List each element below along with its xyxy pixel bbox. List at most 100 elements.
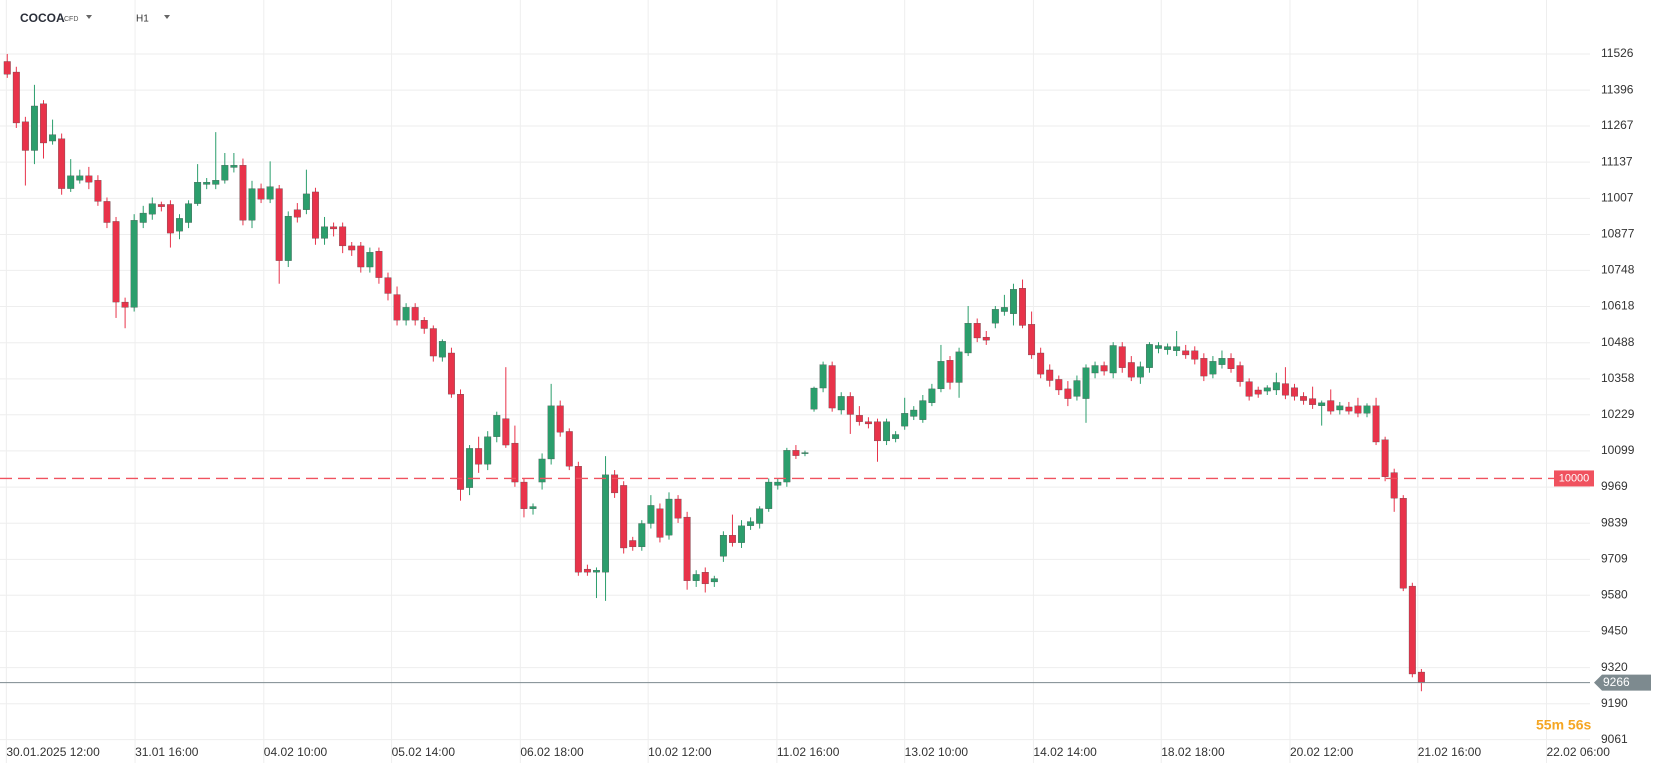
candle-body <box>647 505 655 524</box>
candle-body <box>112 221 120 303</box>
candle-body <box>1191 350 1199 360</box>
candle-body <box>1318 402 1326 406</box>
y-tick-label: 10877 <box>1601 227 1635 241</box>
candle-body <box>883 421 891 442</box>
candle-body <box>321 226 328 239</box>
candle-body <box>765 481 773 509</box>
x-tick-label: 13.02 10:00 <box>905 745 969 759</box>
y-tick-label: 10488 <box>1601 335 1635 349</box>
candle-body <box>1164 346 1172 350</box>
candle-body <box>1300 396 1307 401</box>
candle-body <box>511 442 519 483</box>
candle-body <box>1136 366 1144 378</box>
price-level-label: 10000 <box>1559 472 1590 484</box>
candle-body <box>1363 405 1371 414</box>
candle-body <box>1000 307 1008 312</box>
candle-body <box>1245 381 1253 397</box>
candle-body <box>339 226 347 247</box>
candle-body <box>176 218 183 232</box>
candle-body <box>629 540 637 548</box>
candle-body <box>719 535 727 557</box>
candle-body <box>756 508 764 524</box>
candle-body <box>139 212 147 223</box>
candle-body <box>964 323 972 354</box>
candle-body <box>547 405 555 460</box>
candle-body <box>284 215 292 261</box>
candle-body <box>565 431 573 467</box>
y-tick-label: 9969 <box>1601 479 1628 493</box>
candle-body <box>529 506 537 509</box>
candle-body <box>1218 358 1226 365</box>
x-tick-label: 21.02 16:00 <box>1418 745 1482 759</box>
interval: H1 <box>136 14 149 25</box>
candle-body <box>30 105 38 151</box>
candle-body <box>40 103 47 144</box>
candle-body <box>221 165 229 181</box>
candle-body <box>593 570 600 573</box>
candle-body <box>1064 388 1072 399</box>
y-tick-label: 10618 <box>1601 299 1635 313</box>
candle-body <box>185 203 193 223</box>
x-tick-label: 11.02 16:00 <box>777 745 840 759</box>
candle-body <box>384 277 392 294</box>
x-tick-label: 05.02 14:00 <box>392 745 456 759</box>
candle-body <box>955 351 963 383</box>
last-price-label: 9266 <box>1603 675 1630 689</box>
candle-body <box>1336 405 1344 411</box>
candle-body <box>801 452 809 454</box>
x-tick-label: 06.02 18:00 <box>520 745 584 759</box>
candle-body <box>1417 671 1425 683</box>
candle-body <box>275 188 283 261</box>
candle-body <box>828 365 836 409</box>
candle-body <box>466 448 474 488</box>
candle-body <box>484 436 492 465</box>
candle-body <box>747 521 755 526</box>
candle-body <box>556 405 564 433</box>
candle-body <box>166 204 174 234</box>
candle-body <box>774 481 782 486</box>
candle-body <box>1155 345 1162 349</box>
y-tick-label: 9190 <box>1601 696 1628 710</box>
y-tick-label: 9709 <box>1601 552 1628 566</box>
candle-body <box>1381 439 1389 477</box>
y-tick-label: 11526 <box>1601 46 1634 60</box>
x-tick-label: 31.01 16:00 <box>135 745 199 759</box>
candle-body <box>1028 324 1036 356</box>
candle-body <box>21 121 29 151</box>
candle-body <box>293 209 301 218</box>
candle-body <box>1272 382 1280 391</box>
candle-body <box>620 485 628 549</box>
y-tick-label: 9320 <box>1601 660 1628 674</box>
x-tick-label: 20.02 12:00 <box>1290 745 1354 759</box>
interval-dropdown[interactable] <box>164 15 170 19</box>
candle-body <box>194 182 202 204</box>
candle-body <box>257 188 265 200</box>
candle-body <box>928 388 936 403</box>
candle-body <box>1254 389 1262 395</box>
candle-body <box>212 180 220 185</box>
candle-body <box>1236 365 1244 382</box>
symbol-dropdown[interactable] <box>86 15 92 19</box>
candle-body <box>792 450 800 456</box>
candle-body <box>1010 289 1017 314</box>
y-tick-label: 10748 <box>1601 263 1635 277</box>
grid <box>0 0 1590 763</box>
candle-body <box>1372 405 1380 443</box>
y-tick-label: 11396 <box>1601 82 1634 96</box>
candle-body <box>1209 361 1217 375</box>
candle-body <box>302 193 310 210</box>
candle-body <box>683 516 691 581</box>
candle-body <box>157 204 165 207</box>
candle-body <box>348 245 356 251</box>
candle-body <box>475 448 483 465</box>
candle-body <box>837 396 845 411</box>
y-tick-label: 11137 <box>1601 154 1633 168</box>
candle-body <box>729 535 736 543</box>
candle-body <box>919 400 927 420</box>
candle-body <box>638 523 646 548</box>
candle-body <box>901 413 909 427</box>
x-tick-label: 30.01.2025 12:00 <box>6 745 100 759</box>
candle-body <box>538 458 546 483</box>
candle-body <box>148 203 156 215</box>
